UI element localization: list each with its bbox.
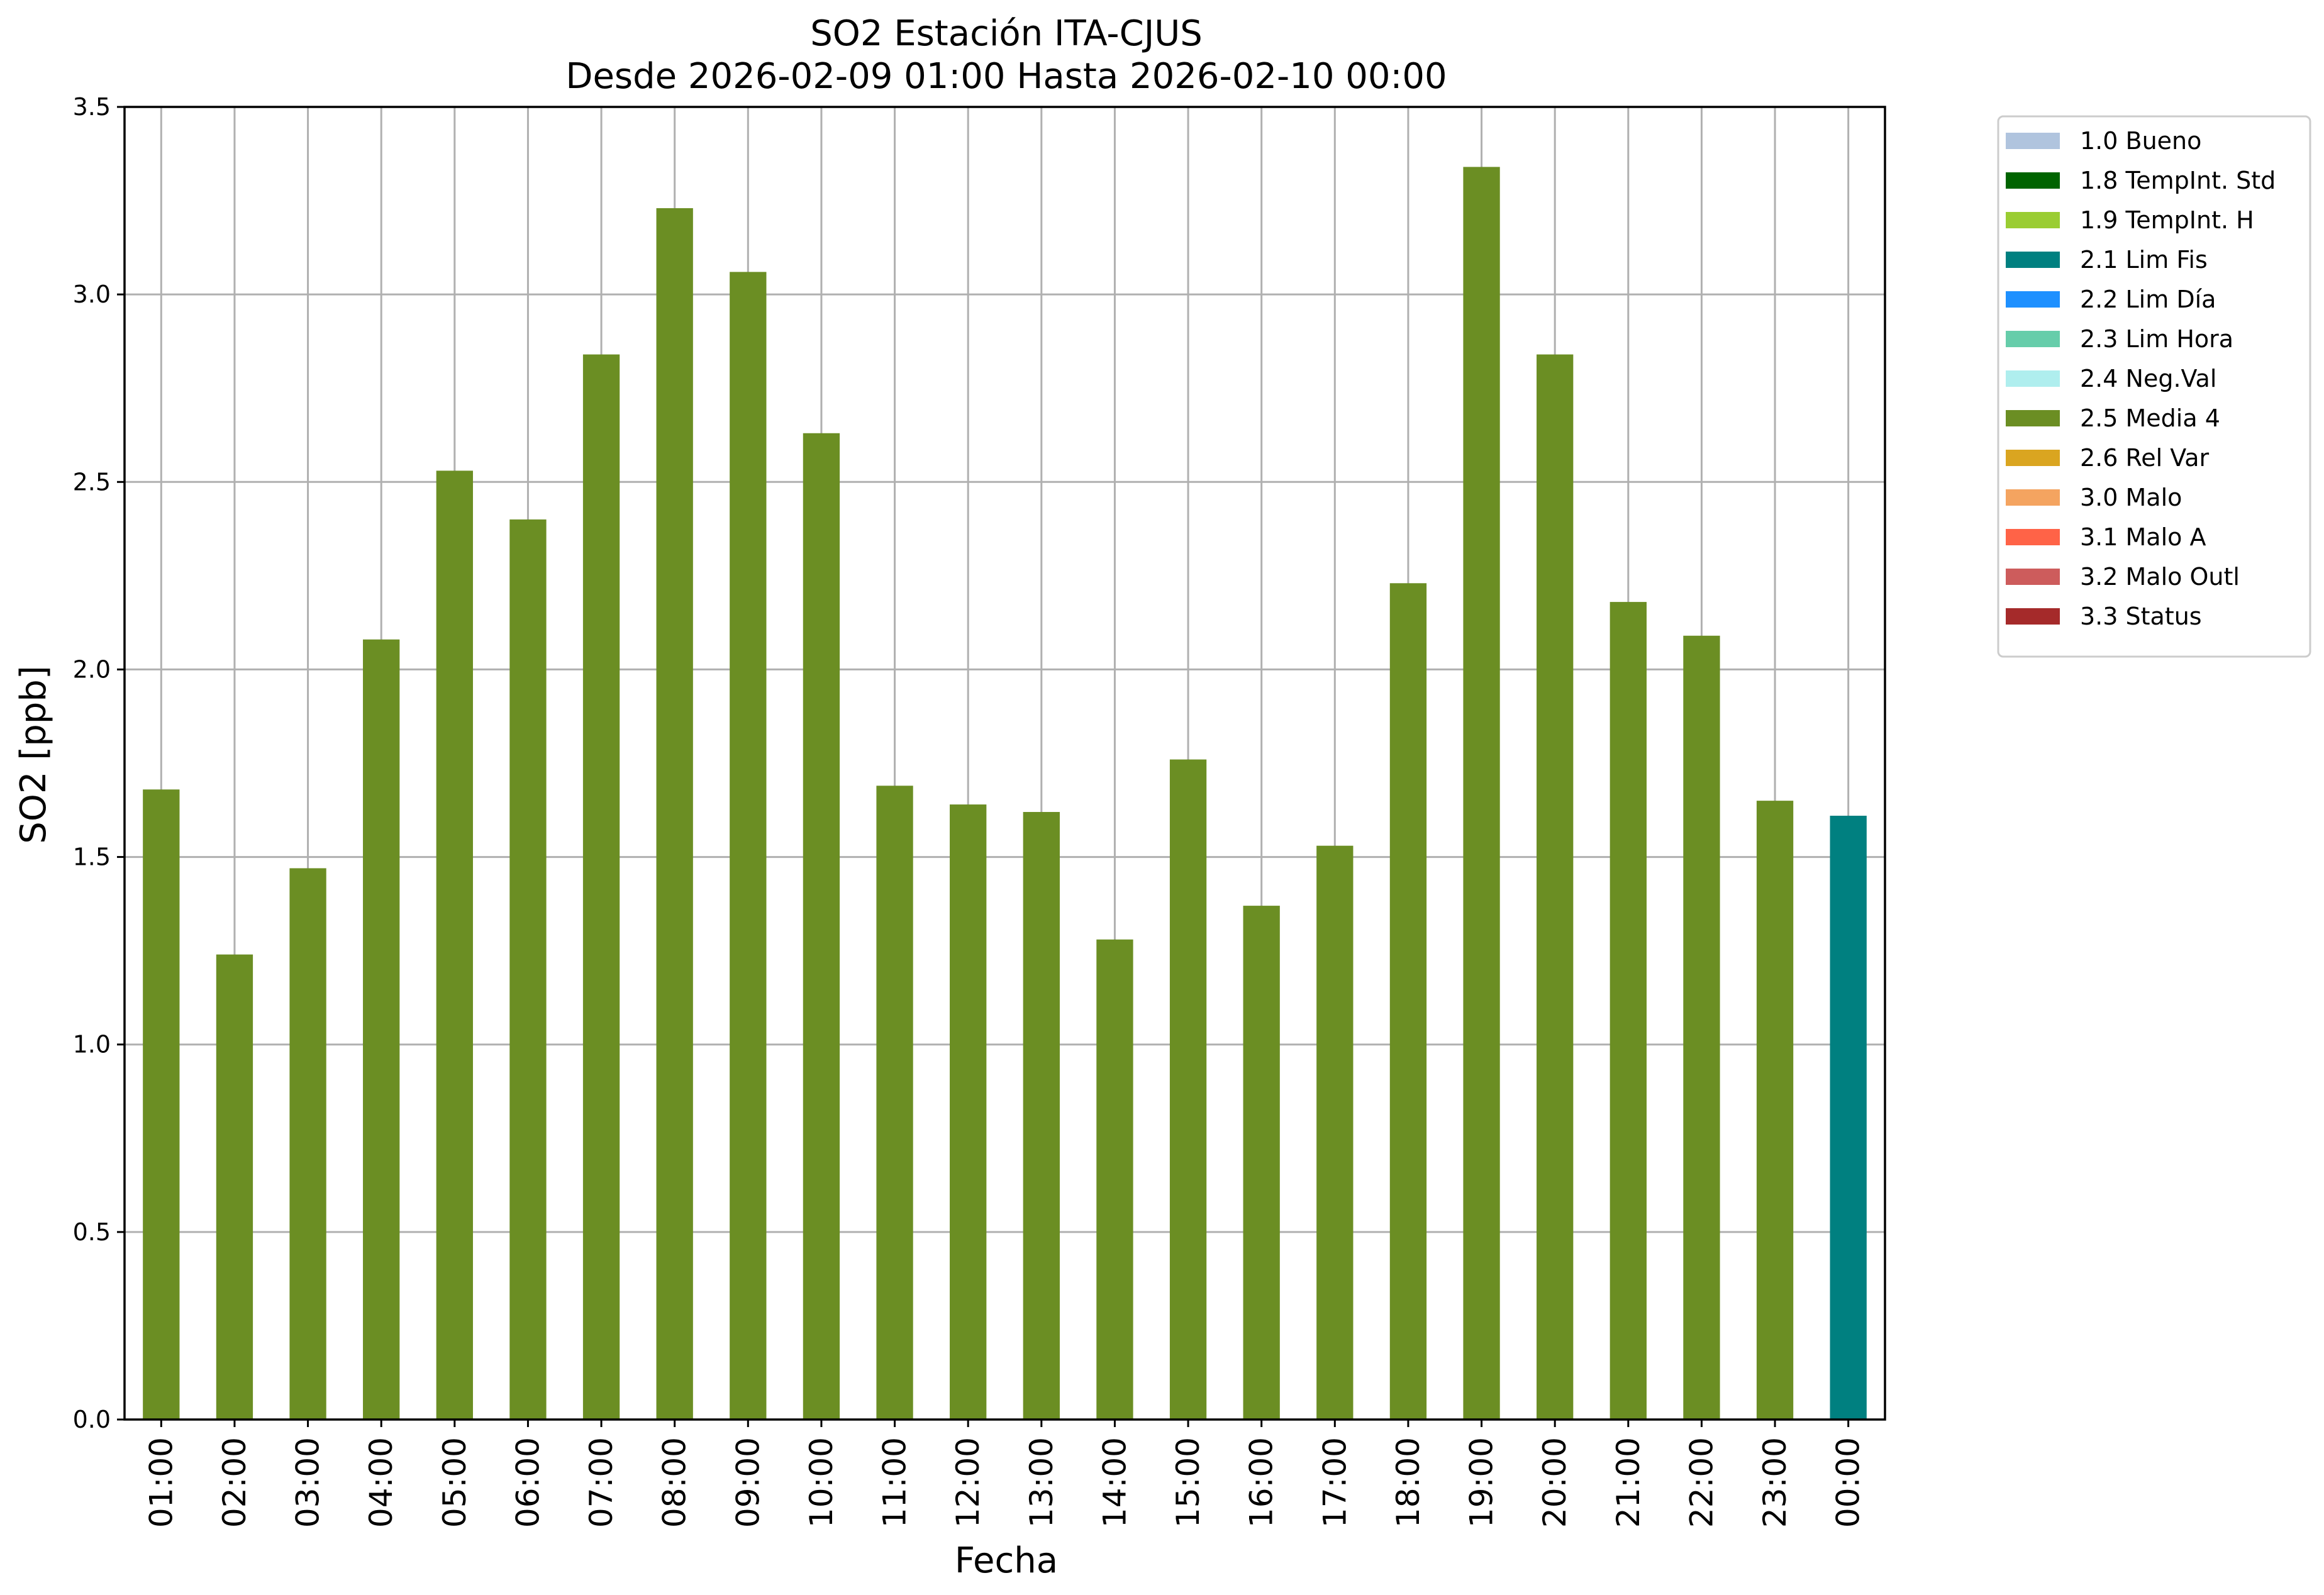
bar-1000: [803, 433, 840, 1420]
bar-1400: [1096, 939, 1133, 1420]
x-tick-label: 18:00: [1390, 1437, 1426, 1528]
legend-swatch: [2006, 212, 2060, 228]
y-axis-title: SO2 [ppb]: [13, 665, 54, 843]
y-tick-label: 1.0: [73, 1031, 111, 1059]
legend-swatch: [2006, 370, 2060, 387]
legend-label: 3.3 Status: [2080, 603, 2202, 630]
x-tick-label: 19:00: [1464, 1437, 1500, 1528]
axes: [123, 106, 1886, 1421]
bar-0200: [216, 954, 253, 1420]
y-tick-label: 3.0: [73, 281, 111, 308]
legend-label: 2.4 Neg.Val: [2080, 365, 2216, 392]
bar-1200: [950, 804, 987, 1420]
bar-2000: [1537, 354, 1574, 1420]
bar-2100: [1610, 602, 1647, 1420]
legend-label: 2.2 Lim Día: [2080, 286, 2216, 313]
x-tick-label: 02:00: [216, 1437, 253, 1528]
bar-1500: [1169, 759, 1207, 1420]
y-tick-label: 0.0: [73, 1406, 111, 1433]
bar-0400: [363, 639, 400, 1420]
x-tick-label: 11:00: [877, 1437, 913, 1528]
y-tick-label: 0.5: [73, 1218, 111, 1246]
x-tick-label: 21:00: [1610, 1437, 1647, 1528]
x-tick-label: 00:00: [1830, 1437, 1867, 1528]
x-tick-label: 05:00: [436, 1437, 473, 1528]
legend-swatch: [2006, 450, 2060, 466]
x-tick-label: 10:00: [803, 1437, 840, 1528]
legend-swatch: [2006, 489, 2060, 506]
bar-1100: [876, 786, 913, 1420]
x-tick-label: 16:00: [1243, 1437, 1280, 1528]
y-tick-label: 2.5: [73, 468, 111, 496]
x-tick-label: 04:00: [363, 1437, 399, 1528]
legend-swatch: [2006, 291, 2060, 308]
legend: 1.0 Bueno 1.8 TempInt. Std 1.9 TempInt. H 2…: [1997, 115, 2311, 658]
y-tick-label: 3.5: [73, 93, 111, 121]
x-tick-label: 14:00: [1096, 1437, 1133, 1528]
chart-subtitle: Desde 2026-02-09 01:00 Hasta 2026-02-10 …: [565, 56, 1447, 97]
legend-box: [1997, 115, 2311, 658]
legend-label: 2.5 Media 4: [2080, 404, 2220, 432]
legend-swatch: [2006, 133, 2060, 149]
legend-label: 1.9 TempInt. H: [2080, 206, 2254, 234]
legend-swatch: [2006, 608, 2060, 625]
legend-label: 3.2 Malo Outl: [2080, 563, 2240, 591]
bar-2300: [1756, 801, 1794, 1420]
y-ticks: 0.0 0.5 1.0 1.5 2.0 2.5 3.0 3.5: [73, 93, 125, 1433]
legend-label: 2.6 Rel Var: [2080, 444, 2210, 472]
x-tick-label: 09:00: [730, 1437, 766, 1528]
legend-swatch: [2006, 252, 2060, 268]
legend-label: 1.8 TempInt. Std: [2080, 167, 2276, 194]
bars: [143, 167, 1867, 1420]
plot-frame: [123, 106, 1886, 1421]
x-tick-label: 17:00: [1316, 1437, 1353, 1528]
y-tick-label: 1.5: [73, 843, 111, 871]
x-tick-label: 22:00: [1683, 1437, 1720, 1528]
bar-0600: [509, 519, 547, 1420]
chart-title: SO2 Estación ITA-CJUS: [810, 13, 1203, 54]
x-tick-label: 03:00: [290, 1437, 326, 1528]
legend-swatch: [2006, 331, 2060, 347]
x-tick-label: 20:00: [1537, 1437, 1573, 1528]
legend-swatch: [2006, 172, 2060, 189]
legend-label: 2.3 Lim Hora: [2080, 325, 2233, 353]
x-axis-title: Fecha: [955, 1540, 1058, 1581]
legend-label: 3.0 Malo: [2080, 484, 2182, 511]
legend-swatch: [2006, 529, 2060, 545]
bar-1600: [1243, 906, 1280, 1420]
x-tick-label: 07:00: [583, 1437, 620, 1528]
bar-0800: [656, 208, 693, 1420]
bar-0000: [1830, 815, 1867, 1420]
bar-2200: [1683, 635, 1720, 1420]
bar-1900: [1463, 167, 1500, 1420]
legend-label: 3.1 Malo A: [2080, 523, 2206, 551]
x-tick-label: 12:00: [950, 1437, 986, 1528]
x-tick-label: 01:00: [143, 1437, 179, 1528]
y-tick-label: 2.0: [73, 655, 111, 683]
bar-1700: [1316, 845, 1354, 1420]
bar-0700: [582, 354, 620, 1420]
x-tick-label: 15:00: [1170, 1437, 1206, 1528]
bar-0500: [436, 470, 473, 1420]
legend-label: 1.0 Bueno: [2080, 127, 2201, 155]
x-tick-label: 13:00: [1023, 1437, 1060, 1528]
x-ticks: 01:00 02:00 03:00 04:00 05:00 06:00 07:00 08:00…: [143, 1420, 1867, 1528]
x-tick-label: 06:00: [509, 1437, 546, 1528]
x-tick-label: 08:00: [657, 1437, 693, 1528]
bar-0300: [289, 868, 326, 1420]
legend-label: 2.1 Lim Fis: [2080, 246, 2208, 274]
bar-0900: [730, 272, 767, 1420]
bar-1300: [1023, 812, 1060, 1420]
bar-1800: [1389, 583, 1427, 1420]
bar-0100: [143, 789, 180, 1420]
legend-swatch: [2006, 410, 2060, 426]
legend-swatch: [2006, 569, 2060, 585]
x-tick-label: 23:00: [1757, 1437, 1793, 1528]
